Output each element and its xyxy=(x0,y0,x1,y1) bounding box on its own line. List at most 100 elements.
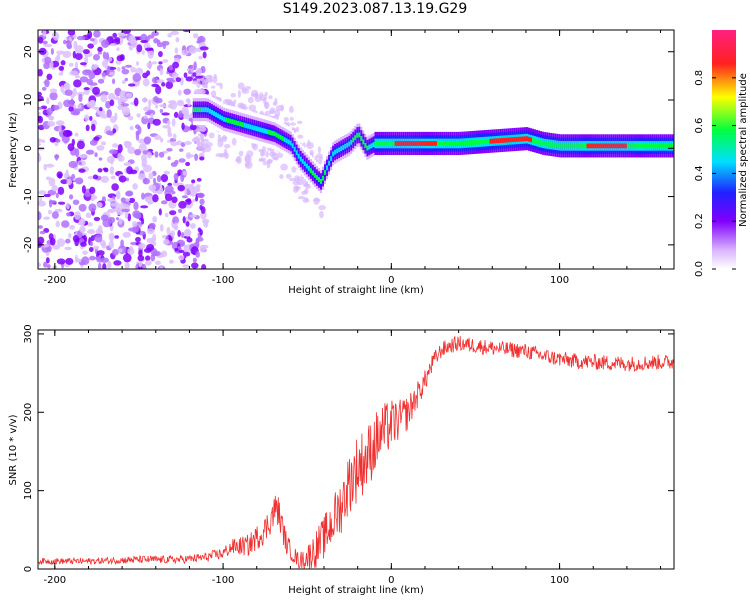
spectrogram-cell xyxy=(205,78,214,83)
spectrogram-cell xyxy=(289,116,294,121)
spectrogram-cell xyxy=(93,136,100,141)
spectrogram-cell xyxy=(47,120,56,127)
spectrogram-cell xyxy=(151,83,159,88)
spectrogram-cell xyxy=(117,104,124,111)
spectrogram-cell xyxy=(167,103,174,109)
spectrogram-cell xyxy=(275,105,284,112)
spectrogram-cell xyxy=(388,141,391,146)
spectrogram-cell xyxy=(110,175,116,180)
spectrogram-cell xyxy=(185,204,192,209)
spectrogram-cell xyxy=(93,216,101,222)
spectrogram-cell xyxy=(289,105,294,113)
spectrogram-cell xyxy=(176,101,185,107)
spectrogram-cell xyxy=(632,143,636,149)
spectrogram-cell xyxy=(503,137,506,143)
spectrogram-cell xyxy=(326,165,329,171)
spectrogram-cell xyxy=(188,185,195,192)
spectrogram-cell xyxy=(60,60,66,66)
spectrogram-cell xyxy=(217,139,224,148)
spectrogram-cell xyxy=(495,138,498,144)
spectrogram-cell xyxy=(172,72,179,80)
spectrogram-cell xyxy=(556,142,559,148)
spectrogram-cell xyxy=(150,113,154,118)
spectrogram-cell xyxy=(106,130,113,136)
spectrogram-marks xyxy=(38,30,674,269)
spectrogram-cell xyxy=(146,152,153,159)
spectrogram-cell xyxy=(87,43,94,49)
spectrogram-cell xyxy=(592,143,595,149)
spectrogram-cell xyxy=(185,221,190,227)
spectrogram-cell xyxy=(181,106,187,115)
spectrogram-cell xyxy=(48,115,55,121)
spectrogram-cell xyxy=(457,141,460,146)
spectrogram-cell xyxy=(100,257,109,263)
spectrogram-cell xyxy=(322,175,325,181)
spectrogram-cell xyxy=(178,255,185,261)
spectrogram-cell xyxy=(192,107,195,113)
spectrogram-cell xyxy=(55,192,59,199)
spectrogram-cell xyxy=(372,142,375,148)
spectrogram-cell xyxy=(643,143,646,149)
spectrogram-cell xyxy=(178,158,186,163)
spectrogram-cell xyxy=(475,139,478,145)
spectrogram-cell xyxy=(103,168,109,173)
spectrogram-cell xyxy=(78,161,83,165)
spectrogram-cell xyxy=(392,141,395,146)
spectrogram-cell xyxy=(170,141,178,147)
spectrogram-cell xyxy=(46,97,50,105)
snr-x-tick-label: -200 xyxy=(43,575,66,586)
spectrogram-cell xyxy=(162,59,169,63)
spectrogram-cell xyxy=(111,183,119,191)
spectrogram-cell xyxy=(174,47,179,54)
spectrogram-cell xyxy=(318,205,326,211)
spectrogram-cell xyxy=(336,148,339,154)
snr-series-line xyxy=(38,335,674,569)
spectrogram-cell xyxy=(97,78,105,84)
spectrogram-cell xyxy=(171,118,176,127)
spectrogram-cell xyxy=(598,143,601,149)
spectrogram-cell xyxy=(233,119,236,125)
spectrogram-cell xyxy=(135,132,140,141)
spectrogram-frame xyxy=(37,29,675,270)
spectrogram-cell xyxy=(269,107,276,114)
spectrogram-cell xyxy=(614,143,617,149)
spectrogram-cell xyxy=(400,141,403,146)
spectrogram-cell xyxy=(38,36,44,44)
spectrogram-cell xyxy=(58,72,64,76)
spectrogram-cell xyxy=(141,97,149,103)
spectrogram-cell xyxy=(303,183,310,188)
spectrogram-cell xyxy=(390,141,393,146)
spectrogram-cell xyxy=(461,140,464,146)
spectrogram-cell xyxy=(144,111,152,116)
spectrogram-cell xyxy=(227,118,230,123)
spectrogram-cell xyxy=(431,141,434,146)
spectrogram-cell xyxy=(356,132,359,138)
spectrogram-cell xyxy=(295,186,301,190)
spectrogram-cell xyxy=(243,122,246,128)
spectrogram-cell xyxy=(122,253,132,263)
spectrogram-cell xyxy=(260,150,264,157)
spectrogram-cell xyxy=(196,139,201,147)
spectrogram-cell xyxy=(170,230,175,237)
spectrogram-cell xyxy=(441,141,444,146)
spectrogram-cell xyxy=(297,120,303,125)
spectrogram-cell xyxy=(79,76,89,83)
spectrogram-cell xyxy=(137,254,145,262)
spectrogram-cell xyxy=(264,91,268,97)
spectrogram-cell xyxy=(89,115,93,121)
spectrogram-cell xyxy=(192,199,197,203)
spectrogram-cell xyxy=(212,76,218,84)
spectrogram-cell xyxy=(606,143,609,149)
spectrogram-cell xyxy=(230,92,236,98)
spectrogram-cell xyxy=(315,175,319,180)
spectrogram-cell xyxy=(177,184,185,192)
spectrogram-cell xyxy=(568,143,571,149)
spectrogram-cell xyxy=(185,161,191,167)
spectrogram-cell xyxy=(182,170,187,176)
spectrogram-cell xyxy=(96,145,105,151)
spectrogram-cell xyxy=(305,142,314,150)
spectrogram-cell xyxy=(199,204,203,211)
spectrogram-cell xyxy=(85,124,90,132)
spectrogram-cell xyxy=(52,31,60,41)
spectrogram-y-axis-label: Frequency (Hz) xyxy=(8,112,19,188)
